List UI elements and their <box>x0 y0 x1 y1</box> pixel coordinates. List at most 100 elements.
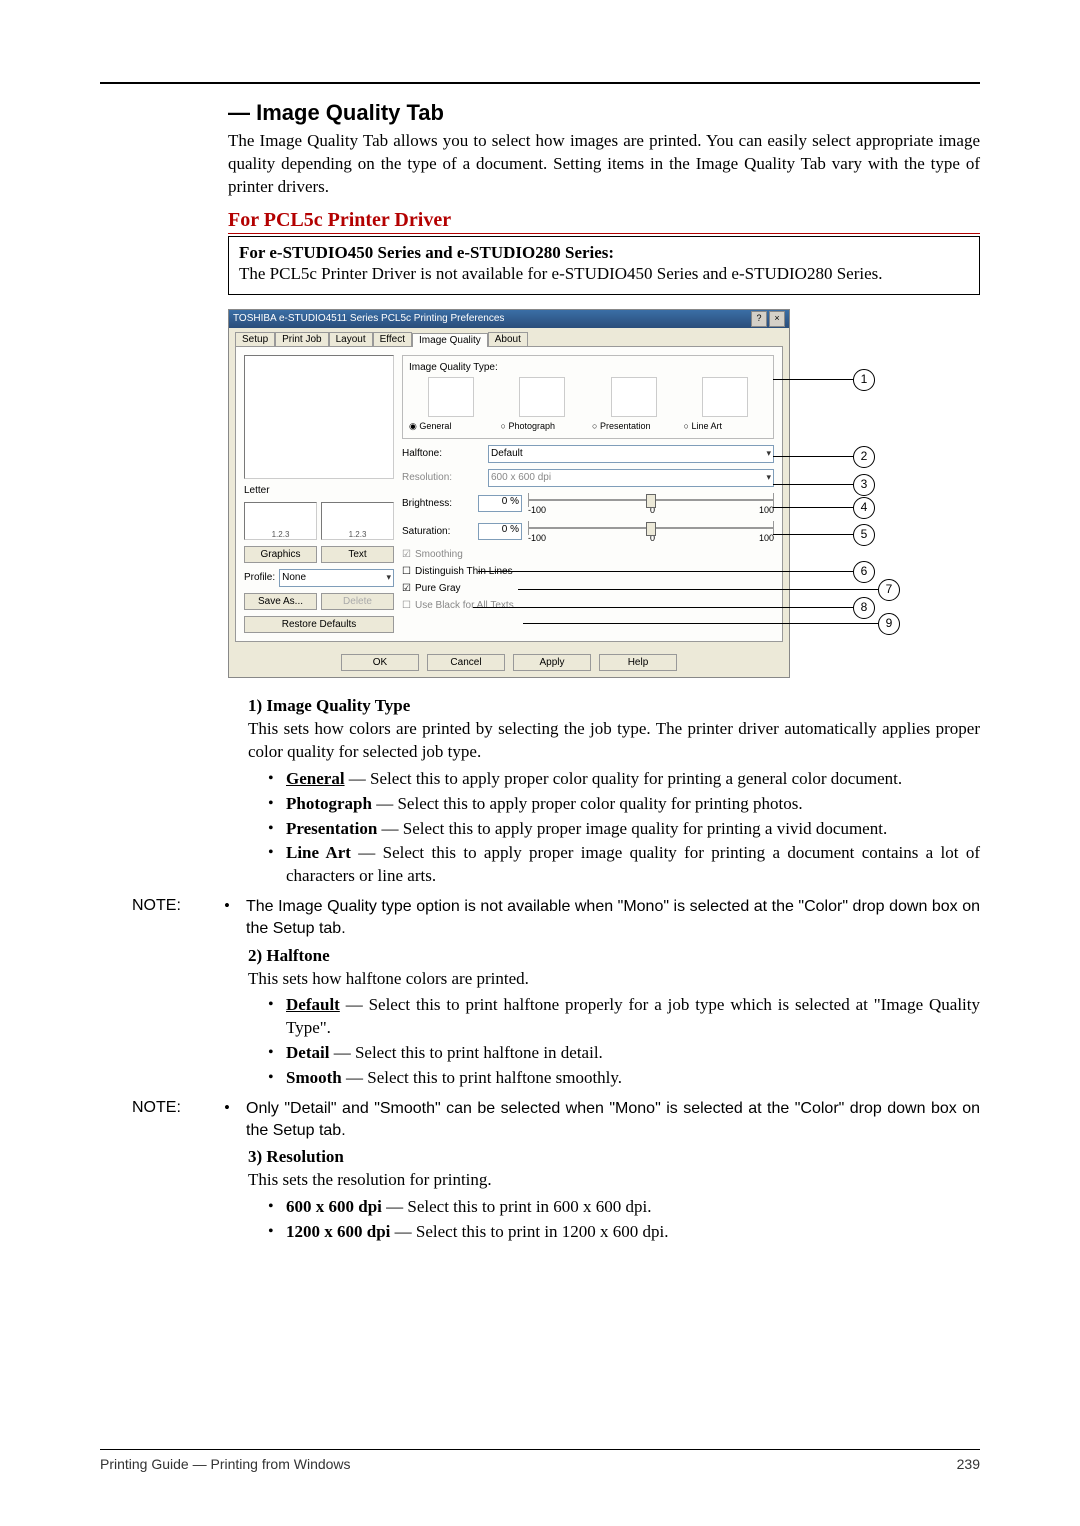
help-button[interactable]: Help <box>599 654 677 671</box>
footer-left: Printing Guide — Printing from Windows <box>100 1456 351 1472</box>
profile-row: Profile: None <box>244 569 394 587</box>
black-text-label: Use Black for All Texts <box>415 600 514 611</box>
callout-4: 4 <box>853 497 875 519</box>
callout-5: 5 <box>853 524 875 546</box>
s1-b1: General — Select this to apply proper co… <box>268 768 980 791</box>
profile-label: Profile: <box>244 572 275 583</box>
s3-b2: 1200 x 600 dpi — Select this to print in… <box>268 1221 980 1244</box>
s2-b1: Default — Select this to print halftone … <box>268 994 980 1040</box>
s1-b3: Presentation — Select this to apply prop… <box>268 818 980 841</box>
smoothing-checkbox-row: ☑ Smoothing <box>402 549 774 560</box>
preview-thumbs: 1.2.3 1.2.3 <box>244 502 394 540</box>
apply-button[interactable]: Apply <box>513 654 591 671</box>
top-rule <box>100 82 980 84</box>
s2-head: 2) Halftone <box>248 946 980 966</box>
note1-text: The Image Quality type option is not ava… <box>246 896 980 939</box>
note1-label: NOTE: <box>132 896 192 939</box>
restore-defaults-button[interactable]: Restore Defaults <box>244 616 394 633</box>
note-1: NOTE: • The Image Quality type option is… <box>228 896 980 939</box>
callout-3: 3 <box>853 474 875 496</box>
paper-label: Letter <box>244 485 394 496</box>
text-button[interactable]: Text <box>321 546 394 563</box>
s1-head: 1) Image Quality Type <box>248 696 980 716</box>
pure-gray-label: Pure Gray <box>415 583 461 594</box>
halftone-dropdown[interactable]: Default <box>488 445 774 463</box>
thin-lines-label: Distinguish Thin Lines <box>415 566 513 577</box>
tab-effect[interactable]: Effect <box>373 332 412 346</box>
graphics-button[interactable]: Graphics <box>244 546 317 563</box>
iqt-icon-lineart <box>684 377 768 419</box>
page-heading: — Image Quality Tab <box>228 100 980 126</box>
note-2: NOTE: • Only "Detail" and "Smooth" can b… <box>228 1098 980 1141</box>
s3-head: 3) Resolution <box>248 1147 980 1167</box>
resolution-label: Resolution: <box>402 472 482 483</box>
delete-button[interactable]: Delete <box>321 593 394 610</box>
halftone-row: Halftone: Default <box>402 445 774 463</box>
profile-value: None <box>282 572 306 583</box>
right-column: Image Quality Type: ◉ General ○ Photogra… <box>402 355 774 633</box>
tab-body: Letter 1.2.3 1.2.3 Graphics Text Profile… <box>235 346 783 642</box>
callout-1: 1 <box>853 369 875 391</box>
iqt-icons-row <box>409 377 767 419</box>
tab-about[interactable]: About <box>488 332 528 346</box>
halftone-value: Default <box>491 448 523 459</box>
note-bullet-icon: • <box>224 1098 238 1141</box>
s3-bullets: 600 x 600 dpi — Select this to print in … <box>268 1196 980 1244</box>
saturation-row: Saturation: 0 % -100 0 100 <box>402 521 774 543</box>
saturation-slider[interactable] <box>528 521 774 535</box>
help-titlebar-button[interactable]: ? <box>751 311 767 327</box>
iqt-icon-presentation <box>592 377 676 419</box>
brightness-row: Brightness: 0 % -100 0 100 <box>402 493 774 515</box>
iqt-label: Image Quality Type: <box>409 362 767 373</box>
section-2: 2) Halftone This sets how halftone color… <box>248 946 980 1091</box>
page-footer: Printing Guide — Printing from Windows 2… <box>100 1449 980 1472</box>
s2-b2: Detail — Select this to print halftone i… <box>268 1042 980 1065</box>
saturation-label: Saturation: <box>402 526 472 537</box>
graphics-text-row: Graphics Text <box>244 546 394 563</box>
document-page: — Image Quality Tab The Image Quality Ta… <box>0 0 1080 1526</box>
save-as-button[interactable]: Save As... <box>244 593 317 610</box>
left-column: Letter 1.2.3 1.2.3 Graphics Text Profile… <box>244 355 394 633</box>
sections-list: 1) Image Quality Type This sets how colo… <box>228 696 980 1244</box>
section-1: 1) Image Quality Type This sets how colo… <box>248 696 980 889</box>
brightness-slider[interactable] <box>528 493 774 507</box>
note2-label: NOTE: <box>132 1098 192 1141</box>
tab-printjob[interactable]: Print Job <box>275 332 328 346</box>
cancel-button[interactable]: Cancel <box>427 654 505 671</box>
ok-button[interactable]: OK <box>341 654 419 671</box>
profile-dropdown[interactable]: None <box>279 569 394 587</box>
resolution-dropdown[interactable]: 600 x 600 dpi <box>488 469 774 487</box>
brightness-value: 0 % <box>478 495 522 512</box>
notice-title: For e-STUDIO450 Series and e-STUDIO280 S… <box>239 243 969 263</box>
notice-box: For e-STUDIO450 Series and e-STUDIO280 S… <box>228 236 980 295</box>
tab-layout[interactable]: Layout <box>329 332 373 346</box>
tab-setup[interactable]: Setup <box>235 332 275 346</box>
tabs-row: Setup Print Job Layout Effect Image Qual… <box>229 328 789 346</box>
thin-lines-checkbox-row[interactable]: ☐ Distinguish Thin Lines <box>402 566 774 577</box>
smoothing-label: Smoothing <box>415 549 463 560</box>
subheading: For PCL5c Printer Driver <box>228 209 980 234</box>
note-bullet-icon: • <box>224 896 238 939</box>
note2-text: Only "Detail" and "Smooth" can be select… <box>246 1098 980 1141</box>
footer-right: 239 <box>957 1456 980 1472</box>
dialog-titlebar: TOSHIBA e-STUDIO4511 Series PCL5c Printi… <box>229 310 789 328</box>
s1-bullets: General — Select this to apply proper co… <box>268 768 980 889</box>
callout-7: 7 <box>878 579 900 601</box>
radio-general[interactable]: ◉ General <box>409 421 493 432</box>
s2-body: This sets how halftone colors are printe… <box>248 968 980 991</box>
callout-8: 8 <box>853 597 875 619</box>
radio-presentation[interactable]: ○ Presentation <box>592 421 676 432</box>
tab-image-quality[interactable]: Image Quality <box>412 333 488 347</box>
pure-gray-checkbox-row[interactable]: ☑ Pure Gray <box>402 583 774 594</box>
s1-b2: Photograph — Select this to apply proper… <box>268 793 980 816</box>
iqt-icon-general <box>409 377 493 419</box>
radio-lineart[interactable]: ○ Line Art <box>684 421 768 432</box>
radio-photograph[interactable]: ○ Photograph <box>501 421 585 432</box>
s2-bullets: Default — Select this to print halftone … <box>268 994 980 1090</box>
callout-6: 6 <box>853 561 875 583</box>
brightness-label: Brightness: <box>402 498 472 509</box>
close-titlebar-button[interactable]: × <box>769 311 785 327</box>
s3-body: This sets the resolution for printing. <box>248 1169 980 1192</box>
callout-9: 9 <box>878 613 900 635</box>
thumb-b: 1.2.3 <box>321 502 394 540</box>
